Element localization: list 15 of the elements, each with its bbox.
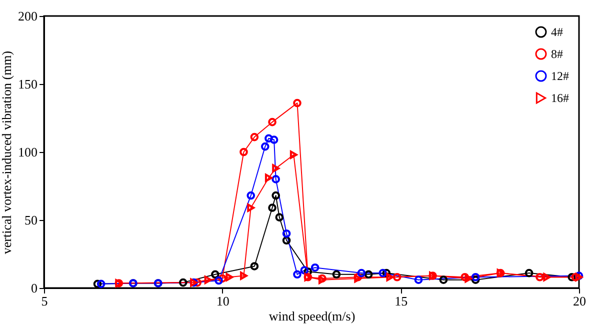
x-axis-title: wind speed(m/s): [268, 308, 356, 324]
y-tick-label: 150: [18, 76, 38, 92]
legend-label: 12#: [551, 69, 569, 83]
y-tick-label: 50: [24, 212, 38, 228]
x-tick-label: 5: [41, 294, 48, 308]
x-tick-label: 10: [216, 294, 230, 308]
x-tick-label: 20: [573, 294, 586, 308]
y-tick-label: 200: [18, 8, 38, 24]
legend-label: 16#: [551, 91, 569, 105]
y-tick-label: 0: [31, 280, 38, 296]
legend-label: 4#: [551, 25, 563, 39]
x-tick-label: 15: [394, 294, 408, 308]
y-tick-label: 100: [18, 144, 38, 160]
y-axis-title: vertical vortex-induced vibration (mm): [0, 50, 14, 254]
legend-label: 8#: [551, 47, 563, 61]
